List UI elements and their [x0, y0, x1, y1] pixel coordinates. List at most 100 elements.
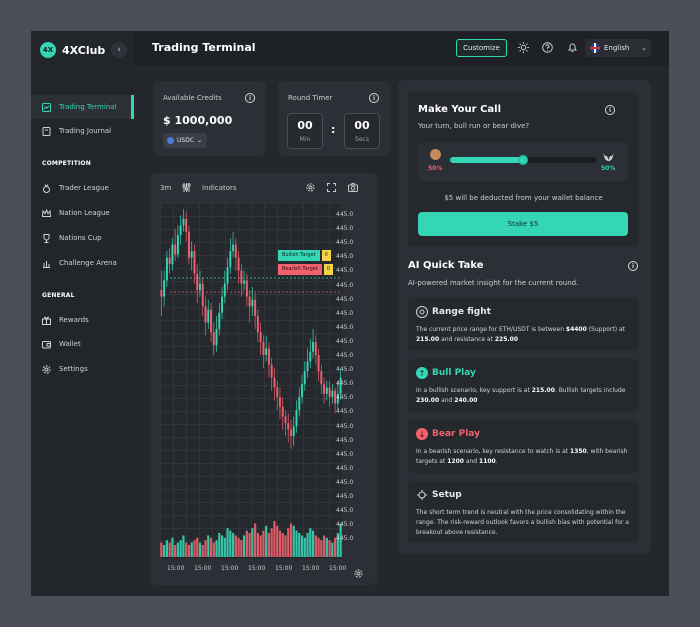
arrow-down-icon: ↓ — [416, 428, 428, 440]
slider-track[interactable] — [450, 155, 596, 165]
credits-amount: $ 1000,000 — [163, 114, 233, 127]
volume-bar — [284, 535, 287, 557]
volume-bar — [185, 542, 188, 557]
crown-icon — [42, 208, 51, 218]
price-chart-card: 3m Indicators 445.0 445.0 445.0 445.0 445.0 4… — [150, 173, 377, 585]
help-icon[interactable] — [540, 40, 554, 54]
sidebar-item-label: Trader League — [59, 184, 109, 192]
gear-icon[interactable] — [354, 563, 363, 582]
volume-bar — [314, 535, 317, 557]
sidebar-item-label: Settings — [59, 365, 88, 373]
volume-bar — [176, 542, 180, 557]
sidebar-item-nations-cup[interactable]: Nations Cup — [31, 226, 134, 250]
price-tick: 445.0 — [336, 225, 354, 233]
sidebar-item-challenge-arena[interactable]: Challenge Arena — [31, 251, 134, 275]
candle-body — [237, 257, 240, 271]
fullscreen-icon[interactable] — [327, 183, 336, 194]
volume-bar — [209, 537, 213, 557]
collapse-sidebar-button[interactable]: ‹ — [111, 42, 127, 58]
sidebar-item-trading-terminal[interactable]: Trading Terminal — [31, 95, 134, 119]
candle-body — [223, 283, 226, 297]
logo[interactable]: 4X 4XClub — [40, 42, 105, 58]
volume-bar — [245, 530, 248, 557]
interval-select[interactable]: 3m — [160, 184, 172, 192]
bull-percent: 50% — [428, 165, 443, 172]
volume-bar — [303, 537, 306, 557]
slider-thumb[interactable] — [518, 155, 528, 165]
volume-bar — [174, 545, 177, 557]
volume-bar — [196, 537, 199, 557]
candle-body — [245, 280, 248, 297]
camera-icon[interactable] — [348, 183, 358, 194]
price-tick: 445.0 — [336, 281, 354, 289]
indicator-settings-icon[interactable] — [182, 183, 191, 194]
candle-body — [298, 397, 301, 411]
candle-body — [336, 393, 339, 404]
info-icon[interactable]: i — [605, 105, 615, 115]
insight-range-fight: Range fight The current price range for … — [408, 298, 639, 351]
currency-label: USDC — [177, 137, 195, 144]
chart-toolbar: 3m Indicators — [150, 173, 377, 200]
candle-body — [312, 341, 315, 352]
candle-body — [301, 384, 303, 398]
candle-body — [281, 406, 284, 417]
volume-bar — [320, 540, 323, 557]
journal-icon — [42, 126, 51, 136]
indicators-button[interactable]: Indicators — [202, 184, 237, 192]
gear-icon[interactable] — [306, 183, 315, 194]
sidebar-item-rewards[interactable]: Rewards — [31, 308, 134, 332]
timer-sec-unit: Secs — [355, 136, 369, 143]
candle-body — [190, 251, 193, 258]
volume-bar — [218, 533, 221, 557]
candlestick-svg — [160, 209, 342, 557]
price-tick: 445.0 — [336, 521, 354, 529]
sidebar-item-label: Trading Terminal — [59, 103, 117, 111]
time-tick: 15:00 — [248, 565, 266, 572]
gift-icon — [42, 316, 51, 325]
price-tick: 445.0 — [336, 422, 354, 430]
bullish-target-text: Bullish Target — [278, 250, 320, 261]
bearish-target-value: 0 — [323, 264, 334, 275]
app-window: 4X 4XClub ‹ Trading Terminal Trading Jou… — [31, 31, 669, 596]
sidebar-item-trader-league[interactable]: Trader League — [31, 176, 134, 200]
stake-note: $5 will be deducted from your wallet bal… — [444, 194, 603, 202]
insight-title: Range fight — [432, 307, 491, 317]
medal-icon — [42, 183, 51, 193]
currency-select[interactable]: USDC ⌄ — [163, 133, 207, 148]
bell-icon[interactable] — [565, 40, 579, 54]
bearish-target-label: Bearish Target 0 — [278, 264, 334, 275]
language-select[interactable]: English ⌄ — [585, 39, 651, 57]
customize-button[interactable]: Customize — [456, 39, 507, 57]
call-subtitle: Your turn, bull run or bear dive? — [418, 122, 530, 130]
candle-body — [187, 231, 190, 258]
timer-label: Round Timer — [288, 94, 333, 102]
stake-button[interactable]: Stake $5 — [418, 212, 628, 236]
sidebar-item-nation-league[interactable]: Nation League — [31, 201, 134, 225]
volume-bar — [165, 540, 168, 557]
candle-body — [328, 387, 331, 398]
sidebar-item-settings[interactable]: Settings — [31, 357, 134, 381]
volume-bar — [248, 533, 251, 557]
candle-body — [295, 410, 298, 427]
candle-body — [229, 251, 232, 268]
sidebar-item-label: Trading Journal — [59, 127, 112, 135]
info-icon[interactable]: i — [245, 93, 255, 103]
price-tick: 445.0 — [336, 295, 354, 303]
candle-body — [325, 387, 328, 394]
bullish-target-value: 0 — [321, 250, 331, 261]
info-icon[interactable]: i — [369, 93, 379, 103]
insight-text: In a bullish scenario, key support is at… — [416, 387, 626, 404]
info-icon[interactable]: i — [628, 261, 638, 271]
candle-body — [182, 218, 185, 226]
chart-plot-area[interactable] — [160, 203, 342, 559]
bull-bear-slider[interactable]: 50% 50% — [418, 143, 628, 181]
theme-toggle-sun-icon[interactable] — [516, 40, 530, 54]
sidebar-item-trading-journal[interactable]: Trading Journal — [31, 119, 134, 143]
sidebar-item-wallet[interactable]: Wallet — [31, 332, 134, 356]
volume-bar — [276, 525, 279, 557]
volume-bar — [265, 525, 268, 557]
price-tick: 445.0 — [336, 239, 354, 247]
candle-body — [276, 387, 279, 398]
volume-bar — [262, 530, 265, 557]
volume-bar — [334, 537, 337, 557]
